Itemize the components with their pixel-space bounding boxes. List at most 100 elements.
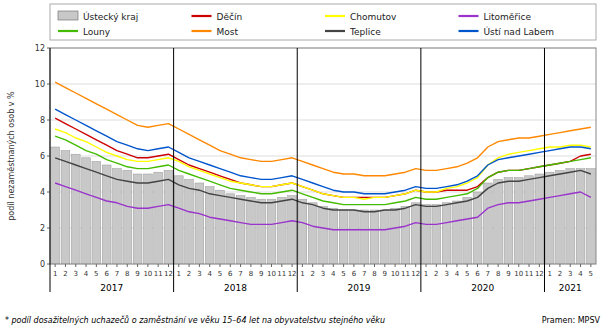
x-tick xyxy=(158,264,159,267)
x-tick xyxy=(456,264,457,267)
legend-swatch xyxy=(58,11,78,20)
year-label: 2017 xyxy=(100,283,123,293)
x-tick xyxy=(570,264,571,267)
bar xyxy=(442,203,451,264)
legend-swatch xyxy=(325,30,345,32)
bar xyxy=(504,178,513,264)
legend-swatch xyxy=(459,30,479,32)
bar xyxy=(370,210,379,264)
x-tick xyxy=(219,264,220,267)
bar xyxy=(566,169,575,264)
x-tick-label: 5 xyxy=(589,270,593,278)
legend-swatch xyxy=(459,15,479,17)
bar xyxy=(102,165,111,264)
line xyxy=(55,136,591,204)
x-tick-label: 3 xyxy=(444,270,448,278)
legend-swatch xyxy=(192,15,212,17)
year-label: 2021 xyxy=(559,283,582,293)
legend-label: Most xyxy=(217,27,239,37)
y-axis-label: podíl nezaměstnaných osob v % xyxy=(7,91,16,221)
bar xyxy=(236,196,245,264)
bar xyxy=(247,197,256,264)
x-tick-label: 7 xyxy=(362,270,366,278)
x-tick xyxy=(116,264,117,267)
x-tick xyxy=(559,264,560,267)
legend-label: Litoměřice xyxy=(484,12,532,22)
bar xyxy=(113,169,122,264)
x-tick-label: 9 xyxy=(383,270,387,278)
bar xyxy=(514,178,523,264)
x-tick-label: 8 xyxy=(249,270,253,278)
plot-frame xyxy=(50,48,596,264)
legend-label: Louny xyxy=(83,27,111,37)
legend-label: Ústecký kraj xyxy=(83,11,138,22)
x-tick xyxy=(374,264,375,267)
y-tick-label: 10 xyxy=(35,80,45,89)
x-tick-label: 1 xyxy=(547,270,551,278)
bar xyxy=(319,206,328,264)
x-tick xyxy=(364,264,365,267)
x-tick xyxy=(178,264,179,267)
x-tick xyxy=(395,264,396,267)
x-tick-label: 4 xyxy=(331,270,336,278)
x-tick xyxy=(405,264,406,267)
year-divider xyxy=(420,48,421,292)
x-tick-label: 5 xyxy=(465,270,469,278)
x-tick xyxy=(55,264,56,267)
bar xyxy=(494,179,503,264)
year-dividers xyxy=(50,48,544,292)
x-tick-label: 2 xyxy=(187,270,191,278)
bar xyxy=(350,210,359,264)
bar xyxy=(586,169,595,264)
x-tick xyxy=(96,264,97,267)
grid-line xyxy=(50,84,596,85)
x-tick-label: 4 xyxy=(455,270,460,278)
x-tick-label: 10 xyxy=(267,270,276,278)
x-tick-label: 3 xyxy=(321,270,325,278)
bar xyxy=(473,192,482,264)
year-divider xyxy=(173,48,174,292)
x-tick-label: 12 xyxy=(411,270,420,278)
legend: Ústecký krajDěčínChomutovLitoměřiceLouny… xyxy=(50,4,596,40)
bar xyxy=(277,197,286,264)
x-tick-label: 4 xyxy=(578,270,583,278)
bar xyxy=(133,174,142,264)
bar xyxy=(308,203,317,264)
x-tick xyxy=(189,264,190,267)
y-axis: 024681012 xyxy=(35,44,596,269)
x-tick-label: 3 xyxy=(568,270,572,278)
bar xyxy=(257,199,266,264)
bar xyxy=(535,174,544,264)
bar xyxy=(216,190,225,264)
x-tick-label: 2 xyxy=(434,270,438,278)
x-tick xyxy=(549,264,550,267)
legend-swatch xyxy=(325,15,345,17)
x-tick xyxy=(230,264,231,267)
bar xyxy=(360,210,369,264)
x-tick-label: 12 xyxy=(164,270,173,278)
x-tick xyxy=(477,264,478,267)
legend-swatch xyxy=(58,30,78,32)
year-label: 2018 xyxy=(224,283,247,293)
x-tick-label: 2 xyxy=(558,270,562,278)
x-tick xyxy=(343,264,344,267)
x-tick-label: 6 xyxy=(228,270,233,278)
x-tick xyxy=(292,264,293,267)
x-tick xyxy=(415,264,416,267)
x-tick xyxy=(498,264,499,267)
bar xyxy=(463,197,472,264)
chart: 024681012podíl nezaměstnaných osob v %12… xyxy=(0,0,605,328)
year-label: 2019 xyxy=(348,283,371,293)
x-tick-label: 8 xyxy=(125,270,129,278)
x-axis: 1234567891011121234567891011121234567891… xyxy=(53,264,593,293)
y-tick-label: 6 xyxy=(40,152,45,161)
bar xyxy=(92,161,101,264)
footnote: * podíl dosažitelných uchazečů o zaměstn… xyxy=(5,315,385,325)
x-tick xyxy=(508,264,509,267)
x-tick-label: 1 xyxy=(53,270,57,278)
x-tick xyxy=(487,264,488,267)
y-tick-label: 4 xyxy=(40,188,45,197)
x-tick xyxy=(446,264,447,267)
x-tick-label: 2 xyxy=(310,270,314,278)
x-tick-label: 9 xyxy=(259,270,263,278)
